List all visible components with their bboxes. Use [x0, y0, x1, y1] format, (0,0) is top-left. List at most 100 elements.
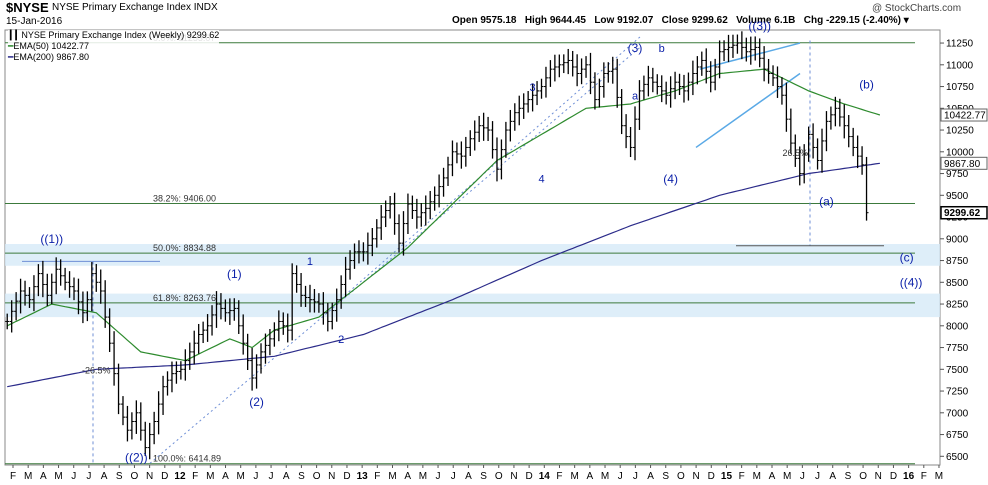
y-tick-label: 8500 — [946, 278, 969, 289]
x-tick-label: 16 — [903, 471, 915, 482]
x-tick-label: J — [86, 471, 91, 482]
x-tick-label: J — [436, 471, 441, 482]
x-tick-label: M — [206, 471, 214, 482]
x-tick-label: F — [739, 471, 745, 482]
volume-value: Volume 6.1B — [736, 15, 796, 26]
x-tick-label: D — [161, 471, 168, 482]
legend: ┃┃ NYSE Primary Exchange Index (Weekly) … — [8, 30, 220, 63]
price-bars — [5, 31, 869, 460]
fib-band-0 — [5, 244, 940, 266]
x-tick-label: F — [921, 471, 927, 482]
y-tick-label: 11250 — [946, 39, 974, 50]
x-tick-label: F — [10, 471, 16, 482]
legend-price: ┃┃ NYSE Primary Exchange Index (Weekly) … — [8, 30, 220, 40]
x-tick-label: S — [845, 471, 852, 482]
x-tick-label: M — [601, 471, 609, 482]
wedge-upper — [699, 42, 801, 70]
x-tick-label: M — [753, 471, 761, 482]
x-tick-label: A — [101, 471, 108, 482]
x-tick-label: M — [24, 471, 32, 482]
legend-ema200-label: EMA(200) 9867.80 — [13, 52, 89, 62]
y-tick-label: 7750 — [946, 343, 969, 354]
x-tick-label: O — [313, 471, 321, 482]
x-tick-label: A — [222, 471, 229, 482]
x-tick-label: A — [40, 471, 47, 482]
chevron-down-icon[interactable]: ▾ — [903, 15, 909, 26]
exchange-label: INDX — [193, 2, 218, 13]
y-tick-label: 10250 — [946, 126, 974, 137]
last-value-box-2 — [940, 205, 988, 220]
x-tick-label: D — [890, 471, 897, 482]
wave-label-6: 3 — [530, 82, 536, 94]
x-tick-label: O — [859, 471, 867, 482]
y-tick-label: 6500 — [946, 452, 969, 463]
ohlc-readout: Open 9575.18 High 9644.45 Low 9192.07 Cl… — [452, 15, 909, 26]
channel-lower — [149, 47, 641, 464]
y-tick-label: 10750 — [946, 82, 974, 93]
high-value: High 9644.45 — [524, 15, 586, 26]
x-tick-label: F — [374, 471, 380, 482]
x-tick-label: M — [570, 471, 578, 482]
last-value-box-1 — [940, 156, 988, 170]
x-tick-label: 12 — [174, 471, 186, 482]
chart-name: NYSE Primary Exchange Index INDX — [52, 2, 218, 13]
x-tick-label: D — [343, 471, 350, 482]
y-tick-label: 8250 — [946, 300, 969, 311]
wave-label-10: b — [659, 43, 665, 55]
x-tick-label: N — [510, 471, 517, 482]
x-tick-label: F — [556, 471, 562, 482]
x-tick-label: O — [131, 471, 139, 482]
x-tick-label: A — [829, 471, 836, 482]
x-tick-label: O — [677, 471, 685, 482]
fib-label-3: 61.8%: 8263.76 — [153, 293, 216, 303]
wave-label-3: (2) — [249, 395, 264, 409]
x-tick-label: J — [71, 471, 76, 482]
close-value: Close 9299.62 — [661, 15, 728, 26]
wave-label-18: 26.5% — [783, 148, 809, 158]
low-value: Low 9192.07 — [594, 15, 654, 26]
fib-band-1 — [5, 293, 940, 318]
x-tick-label: M — [54, 471, 62, 482]
legend-ema200: ━EMA(200) 9867.80 — [8, 52, 89, 62]
legend-ema50-label: EMA(50) 10422.77 — [13, 41, 89, 51]
y-tick-label: 7250 — [946, 387, 969, 398]
wave-label-1: ((2)) — [125, 451, 148, 465]
ema50-line — [6, 68, 881, 362]
x-tick-label: M — [783, 471, 791, 482]
x-tick-label: D — [526, 471, 533, 482]
chart-date: 15-Jan-2016 — [6, 16, 63, 27]
wave-label-2: (1) — [227, 267, 242, 281]
x-tick-label: D — [708, 471, 715, 482]
legend-ema50: ━EMA(50) 10422.77 — [8, 41, 89, 51]
wave-label-0: ((1)) — [40, 232, 63, 246]
x-tick-label: J — [269, 471, 274, 482]
wave-label-11: (4) — [663, 172, 678, 186]
last-value-0: 10422.77 — [944, 111, 986, 122]
wave-label-17: -26.5% — [82, 366, 111, 376]
last-value-1: 9867.80 — [944, 159, 981, 170]
x-tick-label: J — [618, 471, 623, 482]
x-tick-label: N — [328, 471, 335, 482]
y-tick-label: 9750 — [946, 169, 969, 180]
last-value-2: 9299.62 — [944, 208, 981, 219]
x-tick-label: J — [451, 471, 456, 482]
fib-label-1: 38.2%: 9406.00 — [153, 193, 216, 203]
chart-symbol: $NYSE — [6, 0, 49, 15]
x-tick-label: S — [298, 471, 305, 482]
x-tick-label: J — [800, 471, 805, 482]
ema200-line — [7, 162, 880, 388]
x-tick-label: N — [692, 471, 699, 482]
legend-price-label: NYSE Primary Exchange Index (Weekly) 929… — [21, 30, 220, 40]
wave-label-15: (c) — [900, 250, 914, 264]
x-tick-label: S — [480, 471, 487, 482]
y-tick-label: 10000 — [946, 147, 974, 158]
wave-label-14: (b) — [859, 77, 874, 91]
x-tick-label: M — [935, 471, 943, 482]
wave-label-7: 4 — [538, 173, 544, 185]
x-tick-label: S — [662, 471, 669, 482]
y-tick-label: 8000 — [946, 321, 969, 332]
x-tick-label: A — [465, 471, 472, 482]
y-tick-label: 11000 — [946, 60, 974, 71]
open-value: Open 9575.18 — [452, 15, 517, 26]
y-tick-label: 8750 — [946, 256, 969, 267]
